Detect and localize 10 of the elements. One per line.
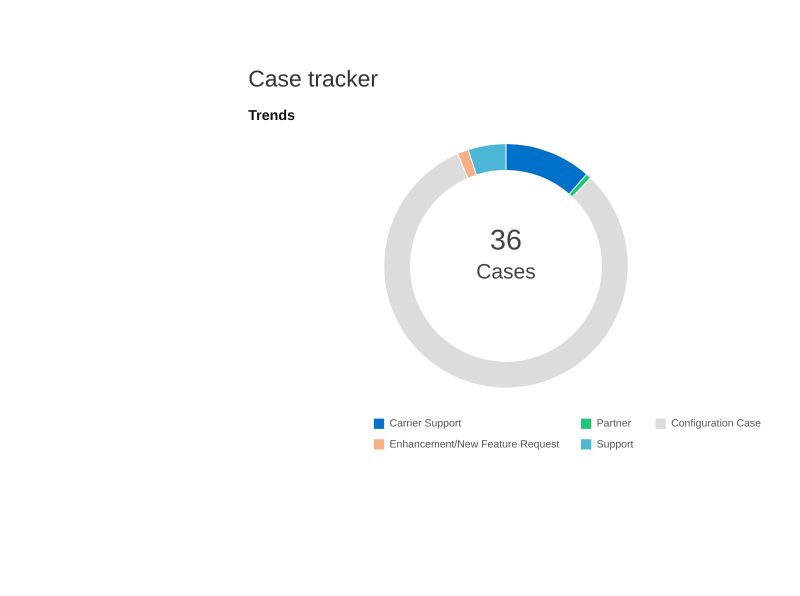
legend-label: Partner: [596, 418, 632, 430]
donut-slice: [383, 153, 629, 388]
chart-subtitle: Trends: [248, 108, 296, 124]
legend-label: Configuration Case: [671, 418, 762, 430]
legend-label: Carrier Support: [390, 418, 462, 430]
text: Cases: [476, 260, 536, 284]
legend-label: Enhancement/New Feature Request: [390, 438, 560, 450]
legend-label: Support: [596, 438, 634, 450]
chart-title: Case tracker: [248, 65, 378, 92]
text: 36: [490, 224, 522, 257]
